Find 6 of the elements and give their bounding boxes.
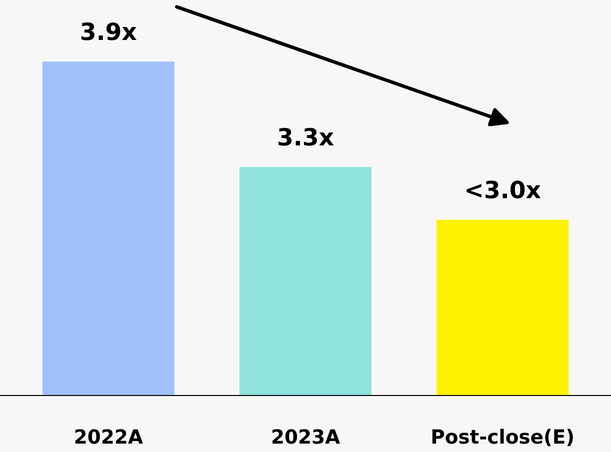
data-label: 3.3x (278, 128, 334, 146)
x-tick-label: 2022A (75, 429, 143, 444)
x-tick-label: 2023A (272, 429, 340, 444)
data-label: <3.0x (466, 180, 541, 198)
data-label: 3.9x (81, 22, 137, 40)
x-tick-label: Post-close(E) (432, 428, 573, 446)
